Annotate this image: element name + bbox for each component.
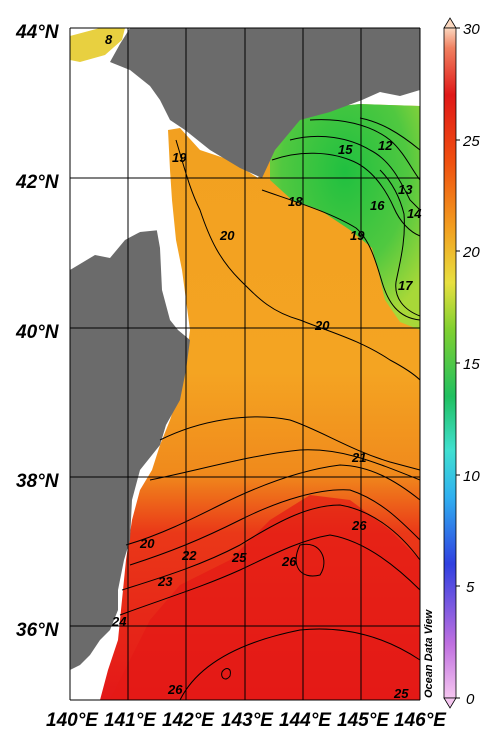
latitude-labels: 44°N 42°N 40°N 38°N 36°N [15,22,60,641]
colorbar-ticks [456,27,460,699]
lon-label: 140°E [46,710,99,731]
contour-label: 19 [172,150,187,165]
nodata-west2 [100,160,165,240]
colorbar-tick-label: 20 [462,244,480,261]
contour-label: 20 [314,318,330,333]
colorbar-tick-label: 25 [462,133,480,150]
lat-label: 42°N [15,172,60,193]
colorbar-bottom-arrow [443,697,457,709]
lat-label: 36°N [16,620,60,641]
nw-patch [70,28,125,62]
contour-label: 19 [350,228,365,243]
contour-label: 23 [157,574,173,589]
colorbar-tick-label: 15 [463,356,480,373]
lon-label: 143°E [221,710,274,731]
lat-label: 44°N [15,22,60,43]
lon-label: 142°E [162,710,215,731]
contour-label: 25 [231,550,247,565]
lat-label: 38°N [16,471,60,492]
contour-label: 26 [281,554,297,569]
contour-label: 20 [139,536,155,551]
contour-label: 18 [288,194,303,209]
colorbar-tick-label: 10 [463,468,480,485]
longitude-labels: 140°E 141°E 142°E 143°E 144°E 145°E 146°… [46,710,447,731]
contour-label: 20 [219,228,235,243]
graticule [69,27,421,701]
contour-label: 12 [378,138,393,153]
lon-label: 141°E [104,710,157,731]
contour-label: 21 [351,450,366,465]
warm-core [110,495,420,700]
contour-label: 8 [105,32,113,47]
contour-lines [119,117,421,701]
lon-label: 145°E [337,710,390,731]
lon-label: 144°E [279,710,332,731]
colorbar: 30 25 20 15 10 5 0 [443,17,480,709]
colorbar-scale [443,27,457,699]
contour-label: 14 [407,206,422,221]
lat-label: 40°N [15,322,60,343]
colorbar-top-arrow [443,17,457,29]
contour-label: 24 [111,614,127,629]
colorbar-tick-label: 30 [463,21,480,38]
credit-text: Ocean Data View [423,608,435,698]
contour-label: 17 [398,278,413,293]
nodata-strait [96,108,150,150]
contour-label: 26 [351,518,367,533]
contour-label: 26 [167,682,183,697]
honshu-land [70,220,190,670]
hokkaido-land [110,28,420,178]
colorbar-tick-label: 0 [466,691,475,708]
contour-label: 16 [370,198,385,213]
lon-label: 146°E [394,710,447,731]
colorbar-tick-label: 5 [466,579,475,596]
contour-label: 22 [181,548,197,563]
contour-label: 25 [393,686,409,701]
contour-label: 13 [398,182,413,197]
contour-label: 15 [338,142,353,157]
cool-region [270,104,420,330]
